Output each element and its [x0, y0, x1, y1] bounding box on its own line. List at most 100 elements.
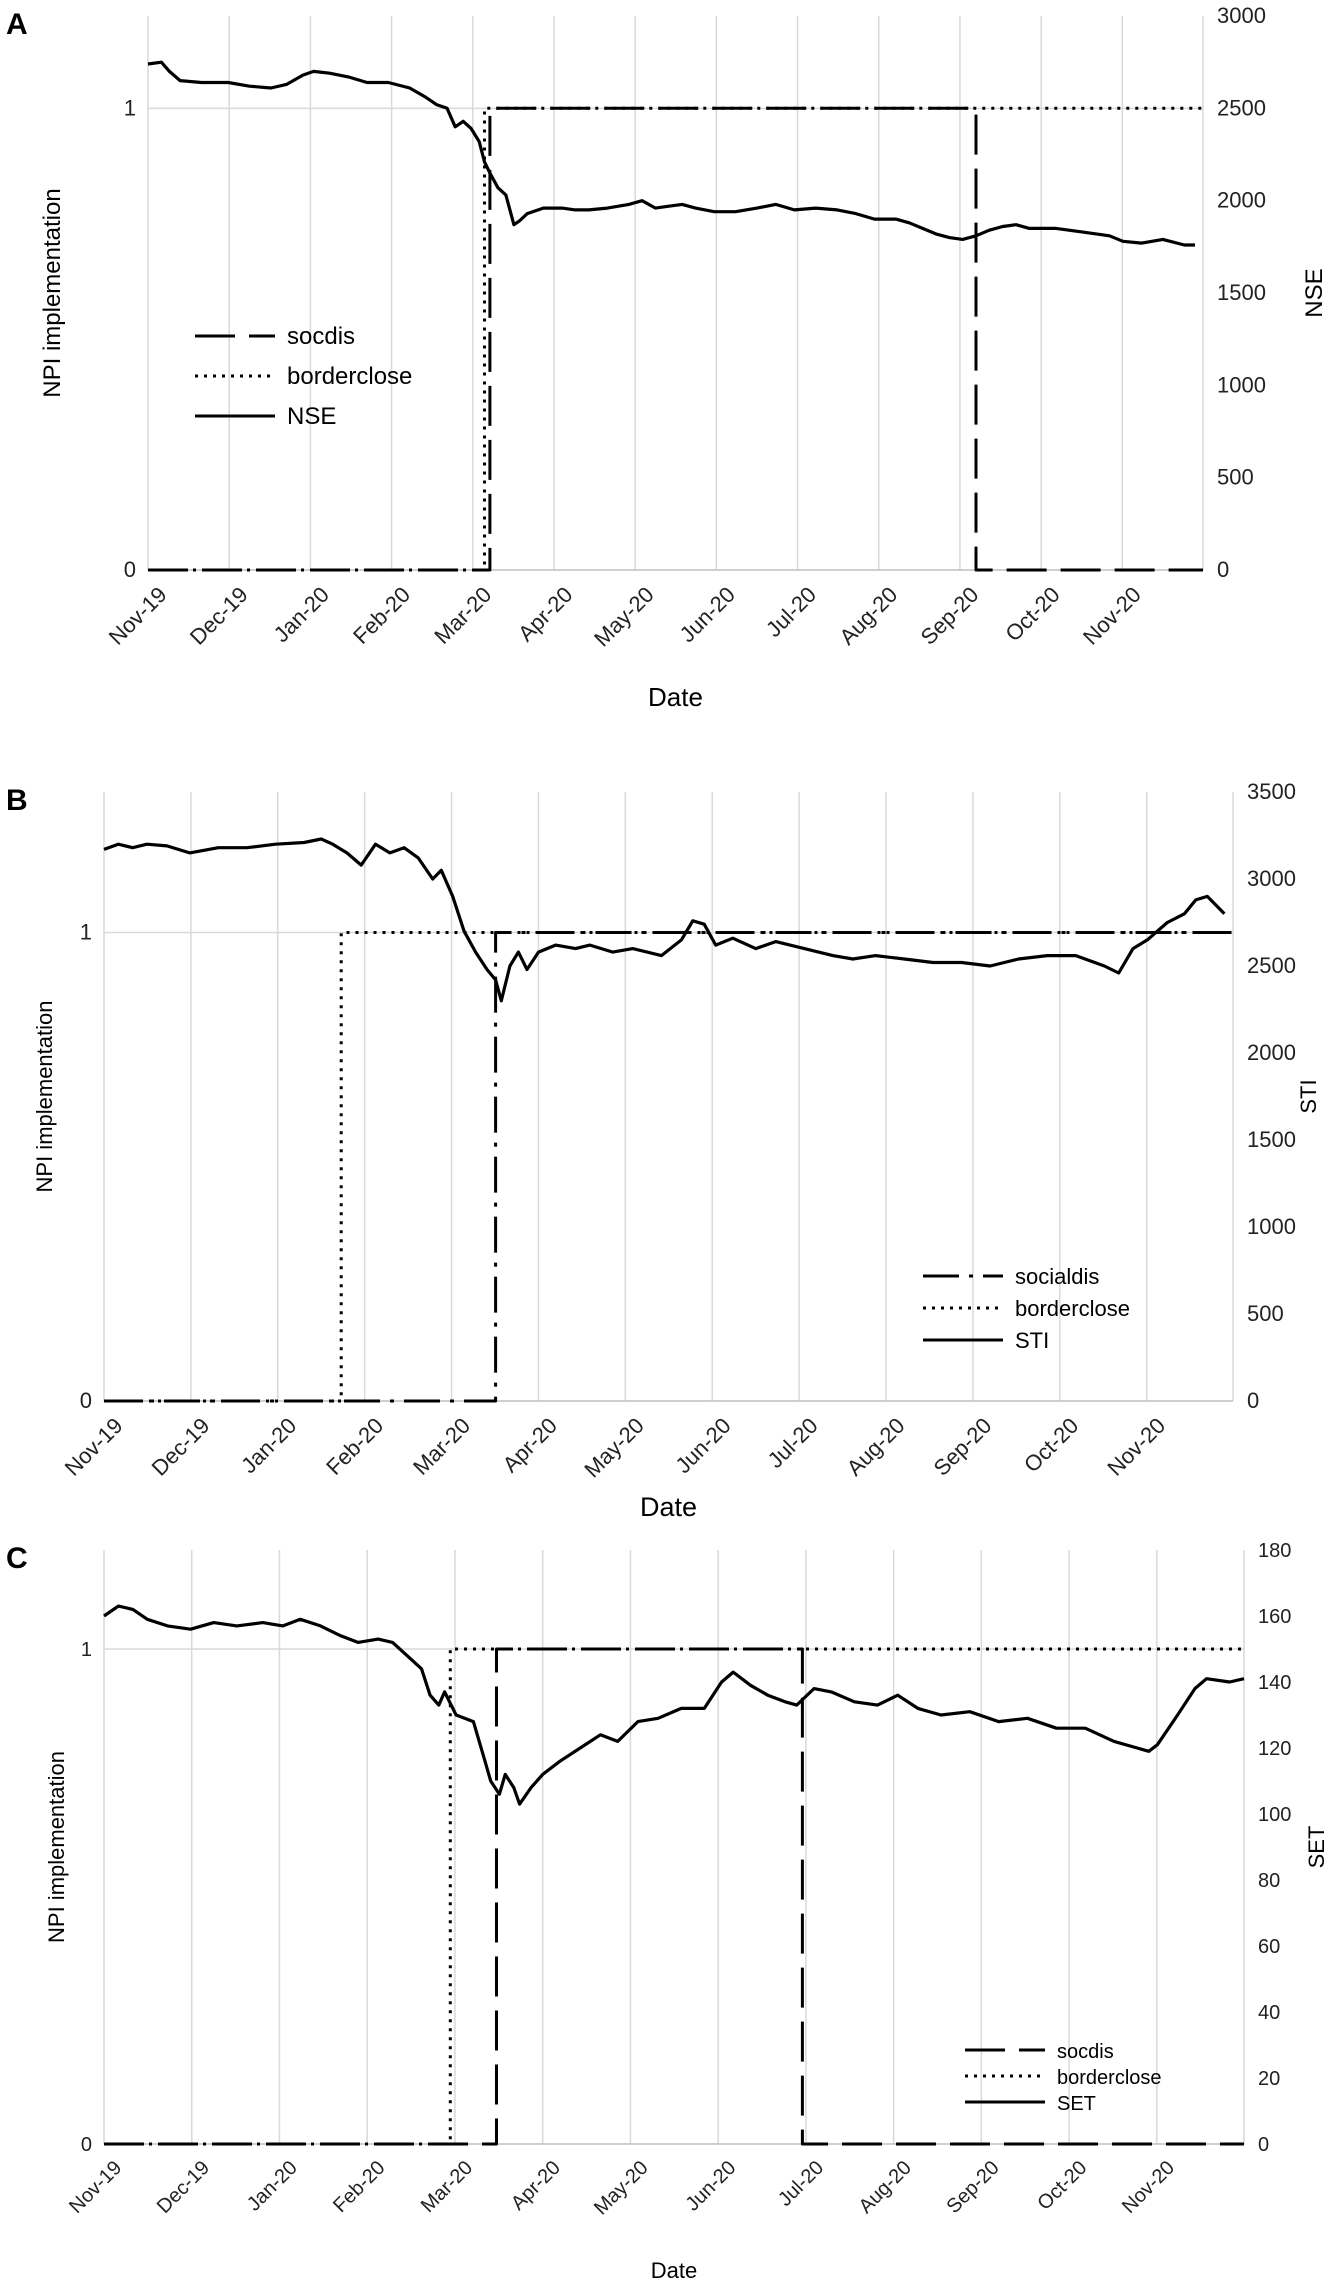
y-right-tick-label: 120	[1258, 1738, 1291, 1760]
chart-b-svg: B Nov-19 Dec-19 Jan-20 Feb-20 Mar-20 Apr-20 May…	[6, 779, 1321, 1520]
x-tick-label: Nov-19	[104, 582, 172, 650]
x-tick-label: Apr-20	[513, 582, 577, 646]
y-right-tick-label: 2500	[1247, 953, 1296, 978]
chart-panel-c: C Nov-19 Dec-19 Jan-20 Feb-20 Mar-20 Apr-20 May…	[0, 1520, 1338, 2286]
y-right-tick-label: 160	[1258, 1606, 1291, 1628]
y-right-tick-label: 2000	[1247, 1040, 1296, 1065]
x-tick-label: Feb-20	[329, 2157, 389, 2217]
x-tick-label: Dec-19	[185, 582, 253, 650]
series-line-set	[103, 1604, 1245, 1806]
series-line-socdis	[104, 1647, 1244, 2146]
x-tick-label: Nov-19	[60, 1413, 128, 1481]
y-right-tick-label: 500	[1217, 465, 1254, 490]
chart-c-svg: C Nov-19 Dec-19 Jan-20 Feb-20 Mar-20 Apr-20 May…	[6, 1540, 1329, 2283]
legend-label: socialdis	[1015, 1264, 1099, 1289]
y-right-tick-label: 140	[1258, 1672, 1291, 1694]
y-left-tick-label: 1	[80, 920, 92, 945]
y-right-tick-label: 100	[1258, 1804, 1291, 1826]
y-left-axis-title: NPI implementation	[32, 1001, 57, 1193]
chart-panel-b: B Nov-19 Dec-19 Jan-20 Feb-20 Mar-20 Apr-20 May…	[0, 750, 1338, 1520]
x-tick-label: Sep-20	[916, 582, 984, 650]
x-tick-label: Jan-20	[243, 2157, 302, 2216]
y-right-tick-label: 3000	[1217, 3, 1266, 28]
x-tick-label: Oct-20	[1000, 582, 1064, 646]
y-right-tick-label: 180	[1258, 1540, 1291, 1562]
x-axis-title: Date	[648, 682, 703, 712]
legend-label: socdis	[287, 323, 355, 350]
x-tick-label: Jul-20	[761, 582, 821, 642]
legend-label: borderclose	[1015, 1296, 1130, 1321]
y-right-axis-title: STI	[1296, 1079, 1321, 1113]
x-tick-label: Jul-20	[763, 1413, 823, 1473]
y-right-tick-label: 3000	[1247, 866, 1296, 891]
x-tick-label: Mar-20	[417, 2157, 477, 2217]
panel-label: C	[6, 1542, 28, 1575]
x-tick-label: Aug-20	[855, 2157, 916, 2218]
y-right-tick-label: 0	[1247, 1388, 1259, 1413]
chart-panel-a: A Nov-19 Dec-19 Jan-20 Feb-20 Mar-20 Apr-20 May…	[0, 0, 1338, 750]
y-right-axis-title: SET	[1304, 1826, 1329, 1869]
y-right-tick-label: 2500	[1217, 95, 1266, 120]
y-right-tick-label: 3500	[1247, 779, 1296, 804]
x-tick-label: Apr-20	[498, 1413, 562, 1477]
x-axis-title: Date	[640, 1492, 697, 1520]
legend-label: borderclose	[287, 363, 412, 390]
x-tick-label: Dec-19	[147, 1413, 215, 1481]
y-left-axis-title: NPI implementation	[39, 188, 66, 397]
x-tick-label: Jan-20	[236, 1413, 301, 1478]
panel-label: B	[6, 784, 28, 817]
x-tick-label: May-20	[579, 1413, 649, 1483]
y-left-tick-label: 1	[124, 95, 136, 120]
x-tick-label: Oct-20	[1019, 1413, 1083, 1477]
y-right-tick-label: 0	[1258, 2134, 1269, 2156]
legend-label: socdis	[1057, 2041, 1114, 2063]
x-axis-title: Date	[651, 2258, 697, 2283]
series-line-socialdis	[104, 931, 1233, 1403]
x-tick-label: Aug-20	[834, 582, 902, 650]
legend-label: STI	[1015, 1328, 1049, 1353]
y-right-tick-label: 80	[1258, 1870, 1280, 1892]
y-left-axis-title: NPI implementation	[44, 1751, 69, 1943]
y-right-tick-label: 1000	[1217, 372, 1266, 397]
y-right-tick-label: 500	[1247, 1301, 1284, 1326]
x-tick-label: Feb-20	[321, 1413, 388, 1480]
x-tick-label: Apr-20	[507, 2157, 565, 2215]
x-tick-label: Mar-20	[408, 1413, 475, 1480]
x-tick-label: Nov-20	[1102, 1413, 1170, 1481]
x-tick-label: Sep-20	[929, 1413, 997, 1481]
series-line-borderclose	[148, 106, 1203, 572]
y-right-tick-label: 2000	[1217, 188, 1266, 213]
x-tick-label: Jan-20	[269, 582, 334, 647]
x-tick-label: May-20	[590, 2157, 653, 2220]
x-tick-label: Aug-20	[842, 1413, 910, 1481]
x-tick-label: Oct-20	[1033, 2157, 1091, 2215]
x-tick-label: Nov-20	[1118, 2157, 1179, 2218]
x-tick-label: Jun-20	[671, 1413, 736, 1478]
legend-label: SET	[1057, 2093, 1096, 2115]
y-left-tick-label: 0	[80, 1388, 92, 1413]
x-tick-label: Sep-20	[942, 2157, 1003, 2218]
series-line-borderclose	[104, 1647, 1244, 2146]
y-left-tick-label: 0	[81, 2134, 92, 2156]
y-right-tick-label: 40	[1258, 2002, 1280, 2024]
y-right-tick-label: 20	[1258, 2068, 1280, 2090]
legend-label: borderclose	[1057, 2067, 1162, 2089]
y-left-tick-label: 0	[124, 557, 136, 582]
x-tick-label: Dec-19	[153, 2157, 214, 2218]
y-left-tick-label: 1	[81, 1639, 92, 1661]
chart-a-svg: A Nov-19 Dec-19 Jan-20 Feb-20 Mar-20 Apr-20 May…	[6, 3, 1328, 712]
x-tick-label: Jun-20	[675, 582, 740, 647]
legend-label: NSE	[287, 403, 336, 430]
y-right-tick-label: 1500	[1217, 280, 1266, 305]
panel-label: A	[6, 8, 28, 41]
x-tick-label: Jun-20	[682, 2157, 741, 2216]
series-line-sti	[103, 837, 1226, 1003]
x-tick-label: Mar-20	[429, 582, 496, 649]
x-tick-label: May-20	[589, 582, 659, 652]
y-right-axis-title: NSE	[1301, 268, 1328, 317]
x-tick-label: Nov-20	[1078, 582, 1146, 650]
series-line-borderclose	[104, 931, 1233, 1403]
series-line-nse	[147, 60, 1195, 247]
y-right-tick-label: 1500	[1247, 1127, 1296, 1152]
y-right-tick-label: 1000	[1247, 1214, 1296, 1239]
